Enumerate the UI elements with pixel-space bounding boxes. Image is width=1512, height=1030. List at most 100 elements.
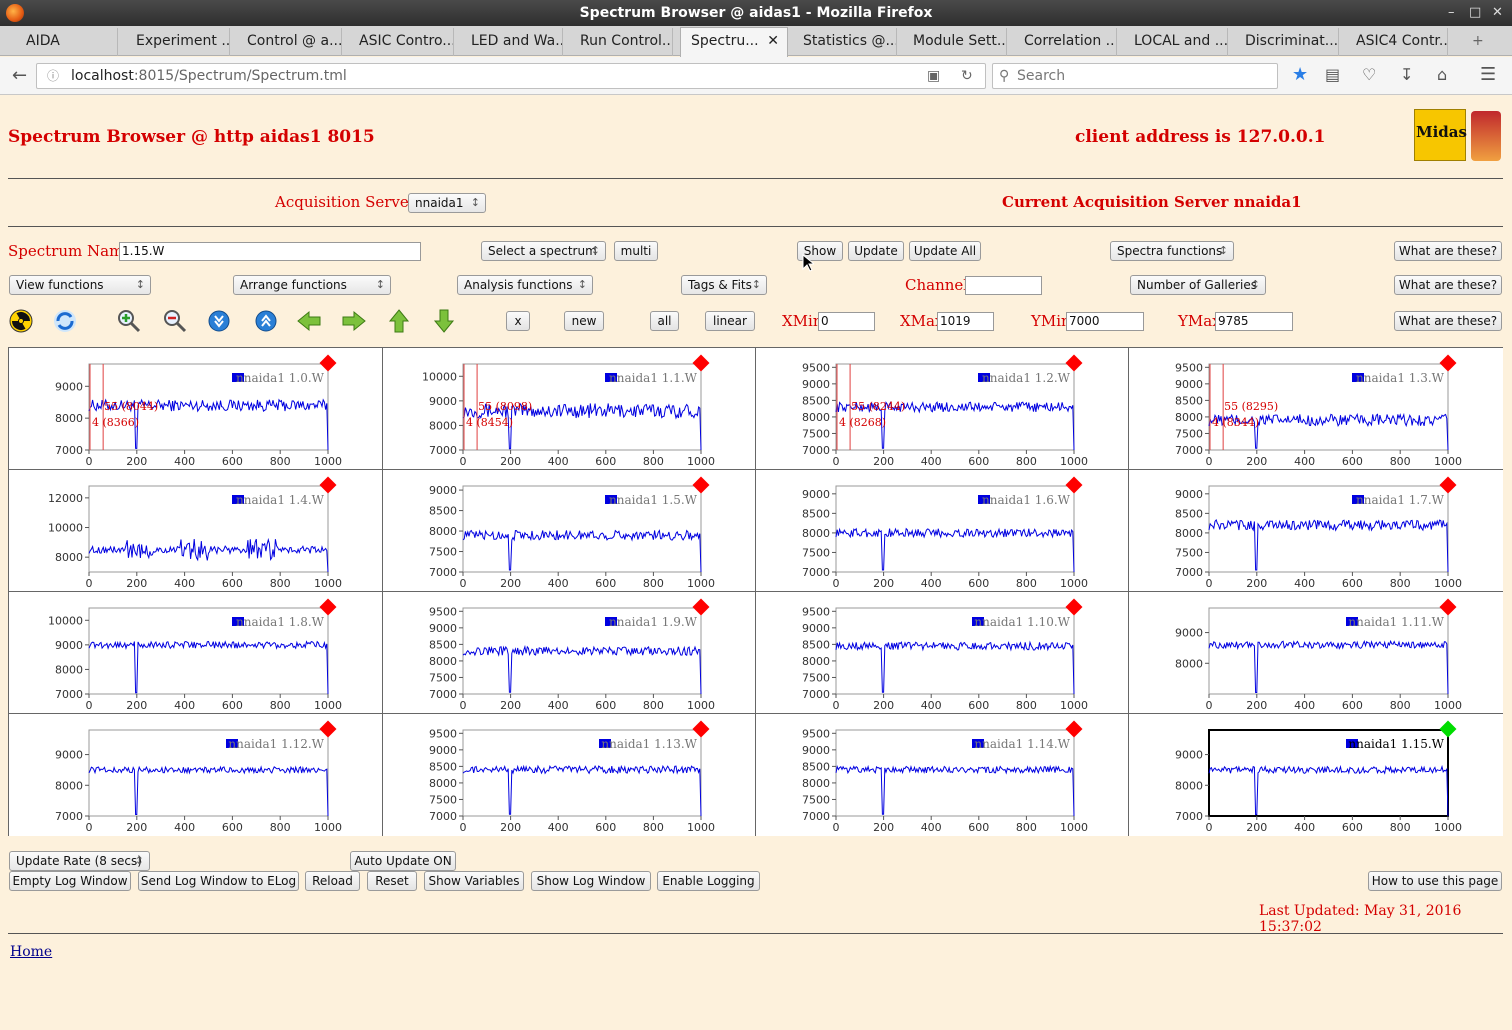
home-link[interactable]: Home	[10, 944, 53, 960]
tab[interactable]: Experiment ...	[126, 28, 230, 56]
new-tab-icon[interactable]: +	[1472, 33, 1484, 49]
zoom-out-icon[interactable]	[162, 308, 188, 334]
spectrum-panel[interactable]: 7000 7500 8000 8500 9000 9500 0 200 400 600 800 100…	[756, 592, 1129, 714]
spectrum-chart[interactable]: 7000 7500 8000 8500 9000 9500 0 200 400 600 800 100…	[756, 714, 1128, 835]
download-icon[interactable]: ↧	[1400, 65, 1414, 84]
refresh-icon[interactable]	[52, 308, 78, 334]
menu-icon[interactable]: ☰	[1480, 64, 1497, 85]
spectrum-chart[interactable]: 7000 8000 9000 10000 0 200 400 600 800 1000 55 (80…	[383, 348, 755, 469]
status-diamond-icon[interactable]	[319, 720, 337, 738]
bookmark-star-icon[interactable]: ★	[1292, 64, 1309, 85]
spectrum-chart[interactable]: 8000 9000 0 200 400 600 800 1000 nnaida1 1.11.W	[1129, 592, 1502, 713]
tab[interactable]: Correlation ...	[1014, 28, 1117, 56]
spectrum-chart[interactable]: 7000 7500 8000 8500 9000 9500 0 200 400 600 800 100…	[756, 592, 1128, 713]
tab[interactable]: Control @ a...	[237, 28, 342, 56]
spectrum-panel[interactable]: 7000 8000 9000 10000 0 200 400 600 800 1000 55 (80…	[383, 348, 756, 470]
x-button[interactable]: x	[506, 311, 530, 331]
bookmarks-list-icon[interactable]: ▤	[1325, 65, 1341, 84]
search-input[interactable]: ⚲ Search	[992, 63, 1278, 89]
show-button[interactable]: Show	[797, 241, 843, 261]
show-variables-button[interactable]: Show Variables	[424, 871, 524, 891]
view-functions-dropdown[interactable]: View functions	[9, 275, 151, 295]
spectrum-panel[interactable]: 7000 8000 9000 0 200 400 600 800 1000 nnaida1 1.1…	[1129, 714, 1503, 836]
tab[interactable]: LOCAL and ...	[1124, 28, 1228, 56]
analysis-functions-dropdown[interactable]: Analysis functions	[457, 275, 593, 295]
tab[interactable]: Run Control...	[570, 28, 673, 56]
status-diamond-icon[interactable]	[692, 476, 710, 494]
spectrum-chart[interactable]: 7000 8000 9000 0 200 400 600 800 1000 nnaida1 1.1…	[1129, 714, 1502, 835]
spectrum-panel[interactable]: 7000 7500 8000 8500 9000 9500 0 200 400 600 800 100…	[383, 592, 756, 714]
spectrum-chart[interactable]: 8000 10000 12000 0 200 400 600 800 1000 nnaida1 1…	[9, 470, 382, 591]
spectrum-panel[interactable]: 7000 7500 8000 8500 9000 0 200 400 600 800 1000 nna…	[756, 470, 1129, 592]
arrow-left-icon[interactable]	[296, 308, 322, 334]
multi-button[interactable]: multi	[614, 241, 658, 261]
spectrum-chart[interactable]: 7000 7500 8000 8500 9000 9500 0 200 400 600 800 100…	[383, 592, 755, 713]
tab[interactable]: Spectru... ✕	[680, 27, 788, 57]
reload-icon[interactable]: ↻	[961, 68, 973, 84]
send-log-button[interactable]: Send Log Window to ELog	[138, 871, 299, 891]
what-are-these-button[interactable]: What are these?	[1394, 241, 1502, 261]
spectrum-panel[interactable]: 7000 8000 9000 10000 0 200 400 600 800 1000 nnaida…	[9, 592, 383, 714]
status-diamond-icon[interactable]	[692, 598, 710, 616]
ymin-input[interactable]: 7000	[1066, 312, 1144, 331]
linear-button[interactable]: linear	[705, 311, 755, 331]
spectrum-panel[interactable]: 7000 8000 9000 0 200 400 600 800 1000 55 (8044) 4 …	[9, 348, 383, 470]
maximize-icon[interactable]: □	[1469, 5, 1482, 20]
ymax-input[interactable]: 9785	[1215, 312, 1293, 331]
arrow-up-icon[interactable]	[386, 308, 412, 334]
empty-log-button[interactable]: Empty Log Window	[9, 871, 131, 891]
what-are-these-button[interactable]: What are these?	[1394, 275, 1502, 295]
how-to-use-button[interactable]: How to use this page	[1368, 871, 1502, 891]
expand-y-icon[interactable]	[206, 308, 232, 334]
xmin-input[interactable]: 0	[818, 312, 875, 331]
arrange-functions-dropdown[interactable]: Arrange functions	[233, 275, 391, 295]
spectrum-panel[interactable]: 7000 7500 8000 8500 9000 9500 0 200 400 600 800 100…	[756, 348, 1129, 470]
compress-y-icon[interactable]	[253, 308, 279, 334]
spectrum-panel[interactable]: 7000 8000 9000 0 200 400 600 800 1000 nnaida1 1.1…	[9, 714, 383, 836]
spectrum-name-input[interactable]: 1.15.W	[119, 242, 421, 261]
xmax-input[interactable]: 1019	[937, 312, 994, 331]
tab[interactable]: Discriminat...	[1235, 28, 1339, 56]
tab[interactable]: Statistics @...	[793, 28, 897, 56]
spectrum-panel[interactable]: 7000 7500 8000 8500 9000 9500 0 200 400 600 800 100…	[756, 714, 1129, 836]
info-icon[interactable]: ⓘ	[47, 69, 60, 83]
home-icon[interactable]: ⌂	[1437, 65, 1448, 84]
spectrum-chart[interactable]: 7000 7500 8000 8500 9000 9500 0 200 400 600 800 100…	[1129, 348, 1502, 469]
enable-logging-button[interactable]: Enable Logging	[657, 871, 760, 891]
back-icon[interactable]: ←	[12, 65, 28, 86]
tab[interactable]: LED and Wa...	[461, 28, 563, 56]
spectrum-panel[interactable]: 8000 10000 12000 0 200 400 600 800 1000 nnaida1 1…	[9, 470, 383, 592]
pocket-icon[interactable]: ♡	[1362, 65, 1377, 84]
auto-update-button[interactable]: Auto Update ON	[350, 851, 456, 871]
acq-server-select[interactable]: nnaida1	[408, 193, 486, 213]
spectrum-panel[interactable]: 7000 7500 8000 8500 9000 9500 0 200 400 600 800 100…	[1129, 348, 1503, 470]
spectrum-chart[interactable]: 7000 7500 8000 8500 9000 9500 0 200 400 600 800 100…	[383, 714, 755, 835]
spectrum-chart[interactable]: 7000 7500 8000 8500 9000 0 200 400 600 800 1000 nna…	[1129, 470, 1502, 591]
close-tab-icon[interactable]: ✕	[767, 33, 779, 49]
what-are-these-button[interactable]: What are these?	[1394, 311, 1502, 331]
spectrum-chart[interactable]: 7000 8000 9000 10000 0 200 400 600 800 1000 nnaida…	[9, 592, 382, 713]
arrow-right-icon[interactable]	[341, 308, 367, 334]
show-log-window-button[interactable]: Show Log Window	[531, 871, 651, 891]
channel-input[interactable]	[965, 276, 1042, 295]
spectrum-chart[interactable]: 7000 7500 8000 8500 9000 9500 0 200 400 600 800 100…	[756, 348, 1128, 469]
spectrum-chart[interactable]: 7000 7500 8000 8500 9000 0 200 400 600 800 1000 nna…	[383, 470, 755, 591]
close-window-icon[interactable]: ✕	[1492, 5, 1503, 20]
spectra-functions-dropdown[interactable]: Spectra functions	[1110, 241, 1234, 261]
update-all-button[interactable]: Update All	[909, 241, 981, 261]
select-spectrum-dropdown[interactable]: Select a spectrum	[481, 241, 606, 261]
galleries-dropdown[interactable]: Number of Galleries	[1130, 275, 1266, 295]
reset-button[interactable]: Reset	[367, 871, 417, 891]
all-button[interactable]: all	[650, 311, 679, 331]
spectrum-panel[interactable]: 7000 7500 8000 8500 9000 0 200 400 600 800 1000 nna…	[1129, 470, 1503, 592]
zoom-in-icon[interactable]	[116, 308, 142, 334]
spectrum-panel[interactable]: 7000 7500 8000 8500 9000 0 200 400 600 800 1000 nna…	[383, 470, 756, 592]
update-button[interactable]: Update	[848, 241, 904, 261]
arrow-down-icon[interactable]	[431, 308, 457, 334]
url-bar[interactable]: ⓘ localhost:8015/Spectrum/Spectrum.tml ▣…	[36, 63, 986, 89]
spectrum-panel[interactable]: 8000 9000 0 200 400 600 800 1000 nnaida1 1.11.W	[1129, 592, 1503, 714]
status-diamond-icon[interactable]	[692, 354, 710, 372]
spectrum-chart[interactable]: 7000 7500 8000 8500 9000 0 200 400 600 800 1000 nna…	[756, 470, 1128, 591]
tab[interactable]: AIDA	[0, 28, 118, 56]
status-diamond-icon[interactable]	[319, 598, 337, 616]
